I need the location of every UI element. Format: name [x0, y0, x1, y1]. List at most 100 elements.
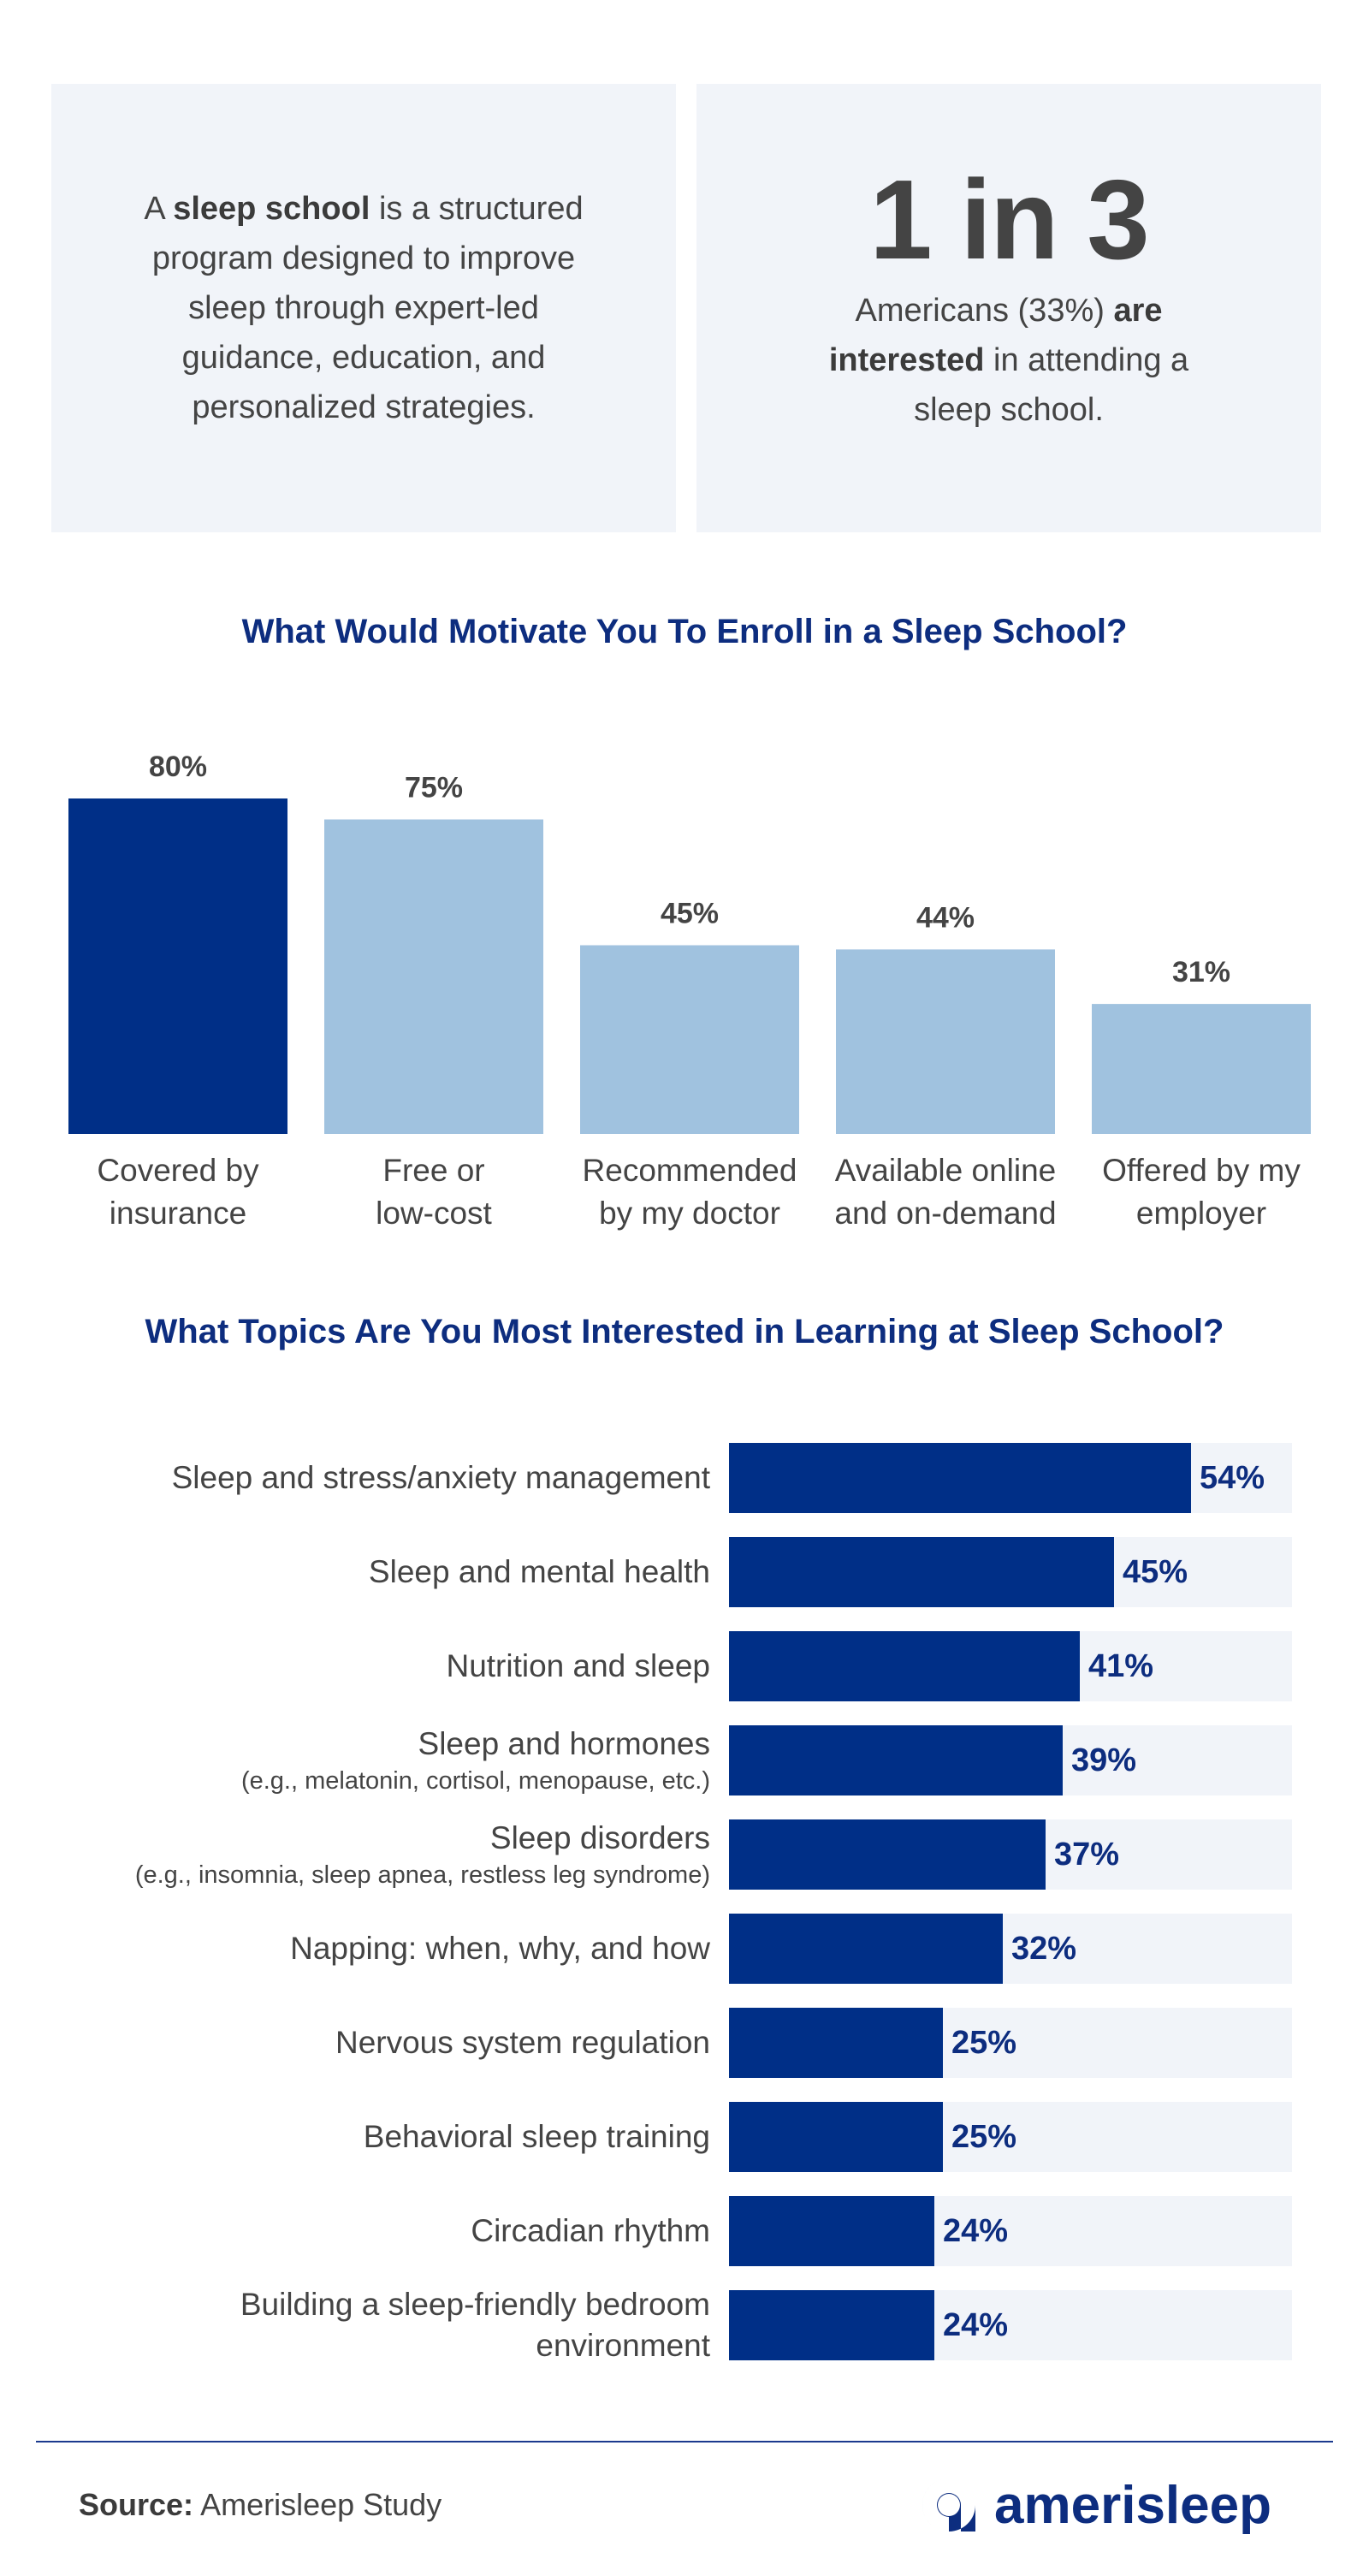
motivation-category-label: Offered by my [1102, 1153, 1301, 1188]
topic-bar [729, 1725, 1063, 1795]
topic-label-line: Sleep and hormones [418, 1726, 710, 1761]
motivation-value-label: 75% [405, 772, 463, 804]
stat-text: Americans (33%) are interested in attend… [828, 293, 1189, 428]
stat-card: 1 in 3 Americans (33%) are interested in… [696, 84, 1321, 532]
topic-bar [729, 2008, 943, 2078]
topic-label-line: Circadian rhythm [471, 2213, 710, 2248]
motivation-bar-chart: 80% Covered by insurance 75% Free or low-cost… [68, 751, 1311, 1231]
topic-bar-track: 45% [729, 1537, 1292, 1607]
topic-row: Sleep and hormones (e.g., melatonin, cort… [0, 1725, 1369, 1795]
motivation-category-label: Covered by [97, 1153, 259, 1188]
topic-value-label: 39% [1071, 1742, 1137, 1778]
topic-label: Napping: when, why, and how [290, 1914, 710, 1984]
amerisleep-logo: amerisleep [919, 2468, 1271, 2542]
topic-label-line: Sleep disorders [489, 1820, 710, 1855]
motivation-value-label: 80% [149, 751, 207, 783]
topic-label: Nervous system regulation [335, 2008, 710, 2078]
topic-row: Building a sleep-friendly bedroom environ… [0, 2287, 1369, 2363]
topic-row: Sleep and mental health 45% [0, 1537, 1369, 1607]
definition-card: A sleep school is a structured program d… [51, 84, 676, 532]
topic-value-label: 24% [943, 2307, 1009, 2343]
topic-label-line: Building a sleep-friendly bedroom [240, 2287, 710, 2322]
topic-bar-track: 25% [729, 2008, 1292, 2078]
topics-chart-title: What Topics Are You Most Interested in L… [145, 1313, 1224, 1350]
topic-row: Nutrition and sleep 41% [0, 1631, 1369, 1701]
topic-bar [729, 2290, 934, 2360]
topic-label: Sleep disorders (e.g., insomnia, sleep ap… [135, 1819, 710, 1890]
topic-label-line: Sleep and stress/anxiety management [171, 1460, 710, 1495]
motivation-category-label: by my doctor [599, 1196, 780, 1231]
topic-value-label: 25% [951, 2119, 1017, 2155]
motivation-bar [1092, 1004, 1311, 1134]
topic-row: Circadian rhythm 24% [0, 2196, 1369, 2266]
topic-bar-track: 37% [729, 1819, 1292, 1890]
topic-bar-track: 24% [729, 2196, 1292, 2266]
motivation-value-label: 44% [916, 901, 975, 934]
topic-label-line: environment [536, 2328, 710, 2363]
motivation-category-label: Free or [382, 1153, 484, 1188]
topic-row: Napping: when, why, and how 32% [0, 1914, 1369, 1984]
source-label: Source: [79, 2487, 194, 2522]
definition-term: sleep school [173, 191, 370, 227]
topic-label: Circadian rhythm [471, 2196, 710, 2266]
topic-label-line: Behavioral sleep training [363, 2119, 710, 2154]
topic-bar [729, 1819, 1046, 1890]
topic-label: Sleep and stress/anxiety management [172, 1443, 710, 1513]
topic-bar-track: 24% [729, 2290, 1292, 2360]
topic-bar-track: 32% [729, 1914, 1292, 1984]
topic-bar [729, 1914, 1003, 1984]
definition-text: A sleep school is a structured program d… [144, 191, 584, 425]
motivation-bar [836, 949, 1055, 1134]
topic-row: Behavioral sleep training 25% [0, 2102, 1369, 2172]
topic-value-label: 45% [1123, 1554, 1188, 1590]
logo-wordmark: amerisleep [994, 2475, 1271, 2535]
topic-bar-track: 25% [729, 2102, 1292, 2172]
topic-value-label: 41% [1088, 1648, 1154, 1684]
topic-label-line: Sleep and mental health [368, 1554, 710, 1589]
motivation-chart-title: What Would Motivate You To Enroll in a S… [241, 613, 1128, 650]
topic-value-label: 25% [951, 2025, 1017, 2061]
topic-label: Sleep and hormones (e.g., melatonin, cort… [241, 1725, 710, 1795]
topic-bar-track: 39% [729, 1725, 1292, 1795]
topic-value-label: 32% [1011, 1931, 1077, 1967]
topic-label: Sleep and mental health [369, 1537, 710, 1607]
topic-label-line: Nervous system regulation [335, 2025, 710, 2060]
stat-headline: 1 in 3 [869, 157, 1149, 282]
topic-label-line: Napping: when, why, and how [290, 1931, 710, 1966]
topic-label: Nutrition and sleep [446, 1631, 710, 1701]
topic-value-label: 54% [1200, 1460, 1265, 1496]
amerisleep-logo-icon [922, 2478, 975, 2531]
motivation-category-label: and on-demand [834, 1196, 1056, 1231]
topic-bar [729, 1443, 1191, 1513]
motivation-category-label: low-cost [376, 1196, 492, 1231]
motivation-value-label: 31% [1172, 956, 1230, 988]
topic-label: Behavioral sleep training [364, 2102, 710, 2172]
topic-label-line: Nutrition and sleep [446, 1648, 710, 1683]
topic-row: Nervous system regulation 25% [0, 2008, 1369, 2078]
footer-divider [36, 2441, 1333, 2442]
topic-value-label: 24% [943, 2213, 1009, 2249]
topic-bar-track: 54% [729, 1443, 1292, 1513]
stat-emphasis: are interested [828, 293, 1163, 378]
topic-bar [729, 1631, 1080, 1701]
topic-row: Sleep disorders (e.g., insomnia, sleep ap… [0, 1819, 1369, 1890]
topic-bar [729, 1537, 1114, 1607]
motivation-category-label: employer [1136, 1196, 1266, 1231]
motivation-bar [580, 945, 799, 1134]
source-text: Amerisleep Study [193, 2487, 442, 2522]
topic-bar-track: 41% [729, 1631, 1292, 1701]
source-note: Source: Amerisleep Study [79, 2487, 442, 2523]
motivation-category-label: Recommended [583, 1153, 797, 1188]
topic-value-label: 37% [1054, 1837, 1120, 1873]
topic-sublabel: (e.g., melatonin, cortisol, menopause, e… [240, 1767, 710, 1795]
topic-row: Sleep and stress/anxiety management 54% [0, 1443, 1369, 1513]
topic-bar [729, 2196, 934, 2266]
motivation-category-label: insurance [110, 1196, 246, 1231]
motivation-bar [324, 819, 543, 1134]
motivation-bar [68, 798, 287, 1134]
topic-label: Building a sleep-friendly bedroom environ… [240, 2287, 710, 2363]
topic-bar [729, 2102, 943, 2172]
motivation-value-label: 45% [661, 898, 719, 930]
topic-sublabel: (e.g., insomnia, sleep apnea, restless l… [134, 1861, 710, 1889]
motivation-category-label: Available online [835, 1153, 1057, 1188]
